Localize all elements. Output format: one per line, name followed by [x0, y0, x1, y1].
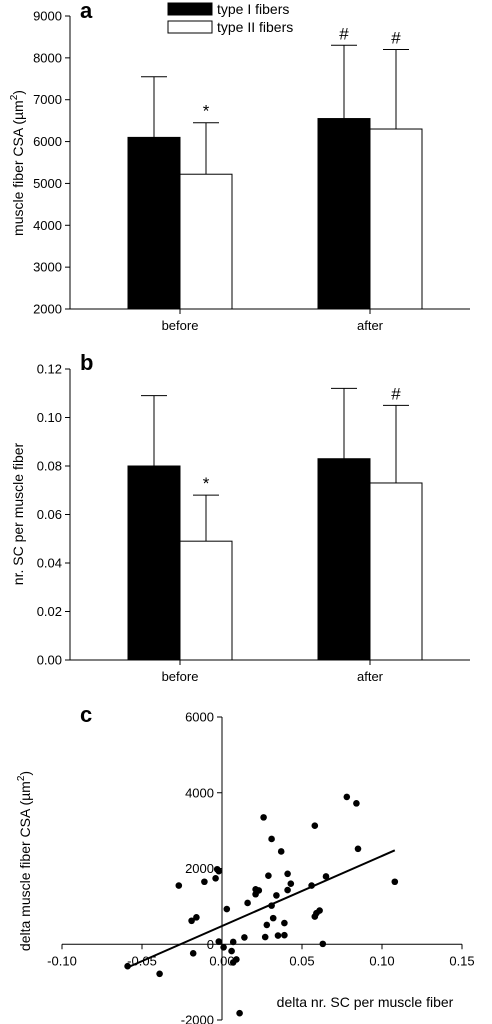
x-axis-title: delta nr. SC per muscle fiber: [277, 994, 454, 1010]
scatter-point: [284, 870, 291, 878]
y-tick-label: 0.08: [37, 459, 62, 474]
y-tick-label: 8000: [33, 50, 62, 65]
scatter-point: [260, 814, 267, 821]
type1-bar: [127, 136, 181, 310]
scatter-point: [212, 875, 219, 882]
y-tick-label: 0.06: [37, 507, 62, 522]
panel-label: a: [80, 0, 93, 23]
scatter-point: [311, 822, 319, 830]
y-axis-title: muscle fiber CSA (µm2): [9, 90, 26, 236]
type2-bar: [179, 540, 233, 661]
x-tick-label: 0.00: [209, 953, 234, 968]
scatter-point: [343, 793, 351, 801]
type1-bar: [317, 118, 371, 310]
scatter-point: [244, 899, 251, 907]
type2-bar: [179, 173, 233, 310]
scatter-point: [274, 932, 282, 939]
y-tick-label: 2000: [33, 302, 62, 317]
type1-bar: [317, 458, 371, 661]
x-category-label: after: [357, 318, 384, 333]
y-tick-label: 0.12: [37, 362, 62, 377]
scatter-point: [228, 947, 235, 955]
scatter-point: [322, 873, 330, 880]
significance-marker: *: [203, 474, 210, 493]
y-axis-title: delta muscle fiber CSA (µm2): [16, 771, 33, 951]
scatter-point: [353, 800, 360, 807]
y-tick-label: 4000: [185, 785, 214, 800]
scatter-point: [284, 886, 291, 894]
y-tick-label: 0.04: [37, 556, 62, 571]
scatter-point: [215, 867, 223, 875]
type2-bar: [369, 128, 423, 310]
legend-label: type II fibers: [217, 19, 293, 35]
scatter-point: [281, 919, 288, 927]
x-tick-label: 0.05: [289, 953, 314, 968]
y-tick-label: 0.00: [37, 653, 62, 668]
type2-bar: [369, 482, 423, 661]
legend-label: type I fibers: [217, 1, 289, 17]
scatter-point: [189, 950, 197, 957]
scatter-point: [215, 938, 223, 945]
y-tick-label: 7000: [33, 92, 62, 107]
scatter-point: [263, 921, 271, 929]
panel-label: c: [80, 702, 92, 727]
scatter-point: [269, 914, 277, 922]
scatter-point: [354, 845, 362, 853]
significance-marker: #: [339, 24, 349, 43]
panel-label: b: [80, 350, 93, 375]
scatter-point: [233, 956, 240, 963]
x-category-label: before: [162, 318, 199, 333]
x-tick-label: -0.10: [47, 953, 77, 968]
legend-swatch-type1: [167, 2, 213, 16]
x-category-label: after: [357, 669, 384, 684]
regression-line: [125, 849, 396, 970]
scatter-point: [229, 938, 237, 946]
scatter-point: [287, 880, 295, 887]
y-tick-label: 9000: [33, 9, 62, 24]
x-category-label: before: [162, 669, 199, 684]
scatter-point: [316, 907, 323, 914]
scatter-point: [255, 887, 263, 894]
y-tick-label: 2000: [185, 861, 214, 876]
significance-marker: #: [391, 384, 401, 403]
scatter-point: [281, 931, 288, 939]
y-tick-label: 0: [207, 937, 214, 952]
scatter-point: [277, 848, 285, 855]
scatter-point: [319, 940, 327, 948]
scatter-point: [223, 905, 231, 913]
type1-bar: [127, 465, 181, 661]
scatter-point: [391, 878, 399, 886]
y-tick-label: 6000: [33, 134, 62, 149]
scatter-point: [193, 914, 200, 921]
scatter-point: [201, 878, 208, 886]
y-axis-title: nr. SC per muscle fiber: [10, 442, 26, 585]
scatter-point: [175, 882, 183, 889]
scatter-point: [268, 835, 275, 843]
scatter-point: [156, 970, 163, 978]
legend-swatch-type2: [167, 20, 213, 34]
scatter-point: [188, 917, 195, 925]
y-tick-label: 5000: [33, 176, 62, 191]
y-tick-label: 3000: [33, 260, 62, 275]
scatter-point: [273, 892, 280, 899]
scatter-point: [265, 872, 272, 879]
scatter-point: [261, 933, 269, 941]
significance-marker: #: [391, 28, 401, 47]
y-tick-label: 6000: [185, 710, 214, 725]
scatter-point: [220, 943, 227, 951]
y-tick-label: 0.10: [37, 410, 62, 425]
y-tick-label: 0.02: [37, 604, 62, 619]
scatter-point: [236, 1009, 243, 1017]
x-tick-label: 0.10: [369, 953, 394, 968]
y-tick-label: 4000: [33, 218, 62, 233]
y-tick-label: -2000: [181, 1013, 214, 1024]
scatter-point: [241, 934, 248, 941]
x-tick-label: 0.15: [449, 953, 474, 968]
significance-marker: *: [203, 102, 210, 121]
